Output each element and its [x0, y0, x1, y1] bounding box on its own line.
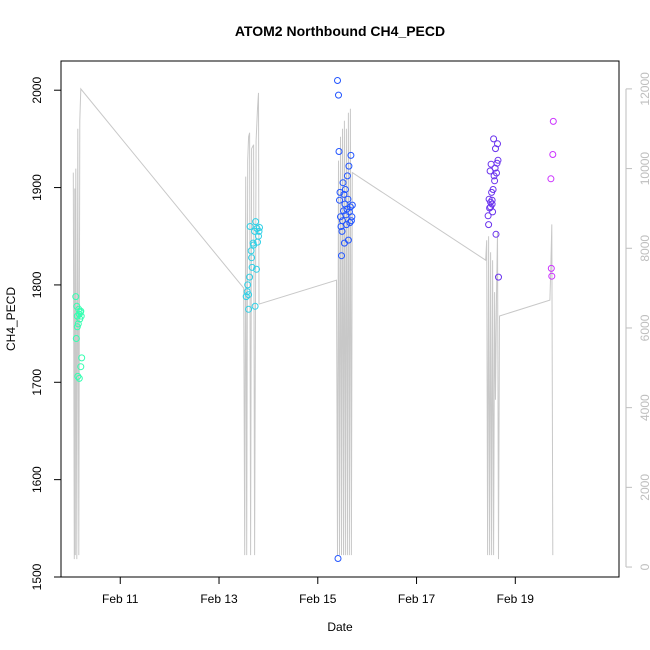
data-point — [339, 179, 347, 187]
data-point — [549, 151, 557, 158]
right-tick-label: 2000 — [638, 474, 650, 501]
data-point — [255, 232, 262, 240]
data-point — [494, 140, 501, 148]
data-point — [486, 167, 494, 175]
data-point — [245, 305, 253, 313]
chart-title: ATOM2 Northbound CH4_PECD — [235, 23, 445, 39]
data-points — [72, 77, 557, 562]
data-point — [335, 91, 342, 99]
data-point — [256, 224, 263, 231]
data-point — [494, 156, 502, 164]
y-tick-label: 2000 — [30, 77, 44, 104]
y-axis-label: CH4_PECD — [4, 287, 18, 351]
data-point — [348, 201, 356, 209]
data-point — [253, 265, 260, 273]
data-point — [72, 293, 80, 301]
data-point — [77, 307, 85, 315]
data-point — [547, 264, 555, 272]
y-tick-label: 1600 — [30, 466, 44, 493]
data-point — [252, 218, 260, 226]
data-point — [338, 252, 345, 260]
data-point — [74, 372, 82, 380]
data-point — [344, 236, 352, 244]
data-point — [251, 302, 259, 310]
data-point — [334, 77, 341, 84]
data-point — [346, 203, 354, 211]
data-point — [484, 212, 492, 220]
right-tick-label: 12000 — [638, 72, 650, 106]
y-tick-label: 1800 — [30, 271, 44, 298]
data-point — [77, 363, 85, 371]
altitude-line — [72, 87, 554, 560]
data-point — [549, 117, 557, 125]
y-axis: 1500 1600 1700 1800 1900 2000 — [30, 77, 61, 590]
data-point — [74, 320, 82, 328]
right-tick-label: 10000 — [638, 152, 650, 186]
data-point — [248, 254, 256, 262]
data-point — [495, 273, 502, 281]
data-point — [547, 175, 555, 183]
data-point — [244, 281, 252, 289]
data-point — [335, 148, 343, 155]
x-tick-label: Feb 19 — [497, 592, 535, 606]
data-point — [490, 135, 498, 143]
data-point — [338, 227, 346, 235]
data-point — [347, 151, 355, 159]
series — [547, 117, 557, 280]
right-tick-label: 6000 — [638, 314, 650, 341]
data-point — [487, 203, 495, 211]
data-point — [493, 159, 501, 167]
y-tick-label: 1500 — [30, 563, 44, 590]
data-point — [248, 263, 256, 271]
data-point — [336, 188, 344, 196]
data-point — [336, 196, 343, 204]
data-point — [245, 291, 253, 299]
data-point — [334, 555, 342, 562]
data-point — [72, 335, 80, 342]
data-point — [489, 186, 497, 193]
data-point — [246, 273, 254, 281]
x-axis: Feb 11 Feb 13 Feb 15 Feb 17 Feb 19 — [102, 577, 534, 606]
data-point — [347, 217, 355, 225]
data-point — [73, 323, 81, 331]
y-tick-label: 1900 — [30, 174, 44, 201]
data-point — [548, 272, 556, 280]
data-point — [77, 312, 85, 320]
data-point — [488, 196, 496, 204]
data-point — [255, 227, 263, 235]
data-point — [487, 198, 495, 206]
x-tick-label: Feb 17 — [398, 592, 436, 606]
data-point — [343, 172, 351, 180]
data-point — [485, 221, 493, 229]
data-point — [491, 177, 499, 185]
data-point — [78, 354, 86, 362]
data-point — [75, 374, 83, 382]
series — [334, 77, 356, 562]
data-point — [348, 213, 356, 221]
data-point — [340, 190, 348, 198]
data-point — [339, 217, 346, 225]
x-tick-label: Feb 15 — [299, 592, 337, 606]
data-point — [493, 169, 500, 177]
right-y-axis: 0 2000 4000 6000 8000 10000 12000 — [625, 72, 650, 570]
right-tick-label: 4000 — [638, 394, 650, 421]
y-tick-label: 1700 — [30, 369, 44, 396]
series — [72, 293, 86, 382]
right-tick-label: 0 — [638, 563, 650, 570]
data-point — [246, 223, 254, 230]
plot-area — [60, 60, 620, 578]
x-axis-label: Date — [327, 620, 353, 634]
data-point — [247, 247, 255, 255]
data-point — [342, 221, 350, 229]
x-tick-label: Feb 13 — [200, 592, 238, 606]
series — [484, 135, 502, 281]
data-point — [345, 162, 353, 170]
x-tick-label: Feb 11 — [102, 592, 139, 606]
data-point — [492, 230, 500, 238]
data-point — [344, 195, 352, 203]
data-point — [341, 186, 349, 193]
series — [242, 218, 263, 313]
right-tick-label: 8000 — [638, 235, 650, 262]
